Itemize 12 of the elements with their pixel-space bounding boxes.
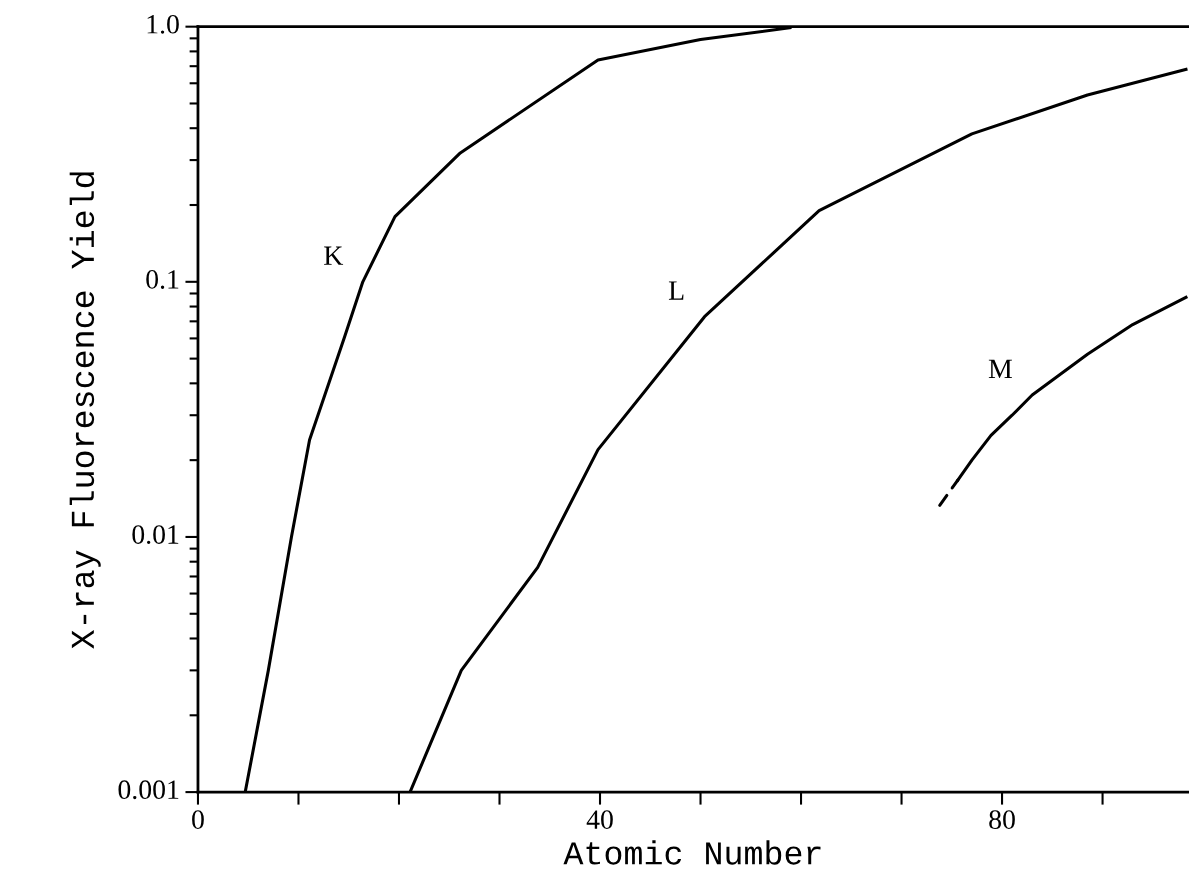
- x-tick-label: 0: [192, 810, 204, 830]
- x-axis-title: Atomic Number: [563, 840, 821, 865]
- y-tick-label: 1.0: [147, 14, 179, 34]
- y-tick-label: 0.001: [118, 780, 179, 800]
- series-label: L: [668, 281, 684, 300]
- y-tick-label: 0.1: [146, 270, 179, 289]
- series-label: M: [988, 359, 1012, 378]
- series-label: K: [324, 246, 344, 265]
- y-tick-label: 0.01: [132, 525, 179, 545]
- x-tick-label: 80: [989, 810, 1015, 830]
- x-tick-label: 40: [586, 810, 613, 830]
- y-axis-title: X-ray Fluorescence Yield: [69, 172, 101, 649]
